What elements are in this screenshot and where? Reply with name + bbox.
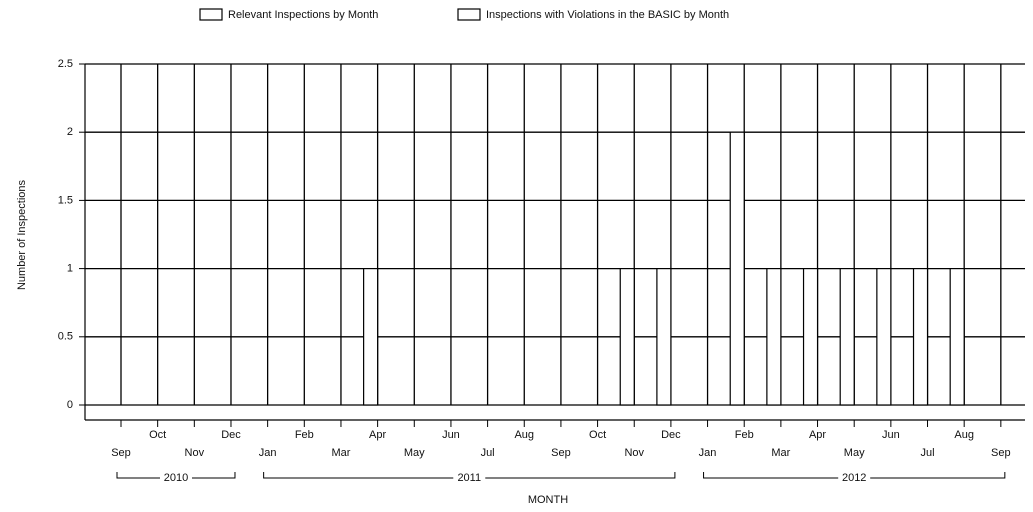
x-tick-label: Jul — [481, 447, 495, 459]
x-tick-label: May — [844, 447, 865, 459]
y-axis-label: Number of Inspections — [16, 179, 28, 290]
x-tick-label: Jun — [882, 429, 900, 441]
x-tick-label: Jun — [442, 429, 460, 441]
x-tick-label: Sep — [551, 447, 571, 459]
x-tick-label: Nov — [185, 447, 205, 459]
x-tick-label: Mar — [331, 447, 350, 459]
bar — [619, 268, 635, 406]
bar — [839, 268, 855, 406]
bar — [656, 268, 672, 406]
x-tick-label: Sep — [991, 447, 1011, 459]
bar — [949, 268, 965, 406]
y-tick-label: 2 — [67, 126, 73, 138]
bar — [912, 268, 929, 406]
y-tick-label: 0 — [67, 399, 73, 411]
x-tick-label: Oct — [589, 429, 606, 441]
bar — [876, 268, 892, 406]
x-tick-label: Jul — [920, 447, 934, 459]
x-tick-label: Apr — [809, 429, 826, 441]
year-bracket — [703, 472, 1006, 479]
x-tick-label: Dec — [221, 429, 241, 441]
year-bracket — [263, 472, 676, 479]
x-tick-label: Nov — [624, 447, 644, 459]
legend-label: Inspections with Violations in the BASIC… — [486, 9, 729, 21]
legend-label: Relevant Inspections by Month — [228, 9, 378, 21]
x-tick-label: Dec — [661, 429, 681, 441]
legend-swatch — [457, 8, 481, 21]
legend-swatch — [199, 8, 223, 21]
bar — [802, 268, 819, 406]
bar — [363, 268, 379, 406]
bar — [729, 131, 745, 406]
year-bracket — [116, 472, 236, 479]
x-tick-label: Sep — [111, 447, 131, 459]
x-tick-label: Oct — [149, 429, 166, 441]
year-label: 2012 — [842, 472, 866, 484]
x-tick-label: Aug — [954, 429, 974, 441]
x-tick-label: Jan — [699, 447, 717, 459]
x-tick-label: Apr — [369, 429, 386, 441]
bar — [766, 268, 782, 406]
y-tick-label: 1.5 — [58, 194, 73, 206]
y-tick-label: 1 — [67, 263, 73, 275]
y-tick-label: 0.5 — [58, 331, 73, 343]
year-label: 2011 — [457, 472, 481, 484]
x-tick-label: Jan — [259, 447, 277, 459]
x-tick-label: May — [404, 447, 425, 459]
y-tick-label: 2.5 — [58, 58, 73, 70]
x-tick-label: Feb — [295, 429, 314, 441]
x-tick-label: Mar — [771, 447, 790, 459]
x-tick-label: Feb — [735, 429, 754, 441]
x-tick-label: Aug — [514, 429, 534, 441]
year-label: 2010 — [164, 472, 188, 484]
x-axis-label: MONTH — [528, 494, 568, 506]
